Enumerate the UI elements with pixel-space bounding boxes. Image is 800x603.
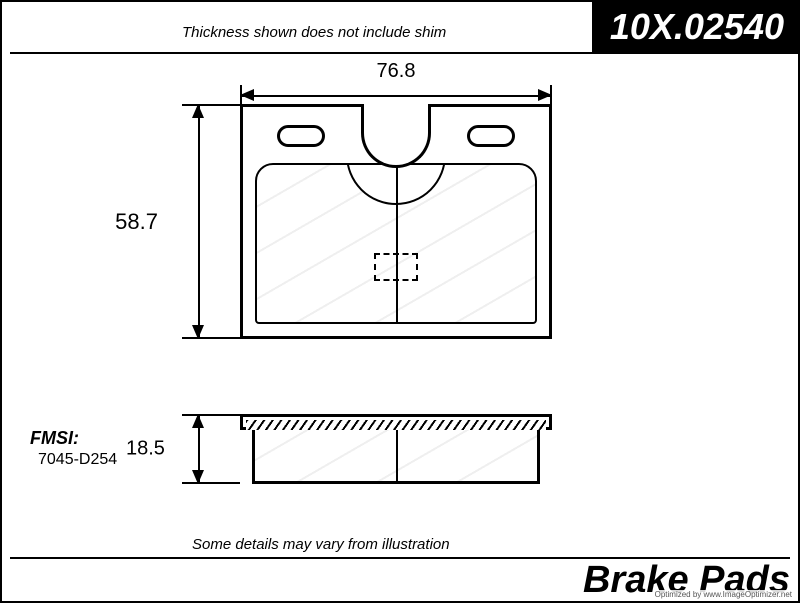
side-center-split	[396, 430, 398, 484]
center-split	[396, 163, 398, 324]
plate-hatching	[246, 420, 546, 430]
optimizer-watermark: Optimized by www.ImageOptimizer.net	[653, 590, 794, 599]
fmsi-label: FMSI:	[30, 428, 117, 449]
header-rule	[10, 52, 790, 54]
thickness-note: Thickness shown does not include shim	[182, 24, 446, 41]
fmsi-code: 7045-D254	[30, 451, 117, 469]
brake-pad-side-view	[240, 414, 552, 484]
disclaimer-note: Some details may vary from illustration	[192, 536, 450, 553]
fmsi-block: FMSI: 7045-D254	[30, 428, 117, 469]
mounting-slot-left	[277, 125, 325, 147]
brake-pad-spec-sheet: Thickness shown does not include shim 10…	[0, 0, 800, 603]
mounting-slot-right	[467, 125, 515, 147]
backing-plate	[240, 414, 552, 430]
height-value: 58.7	[58, 209, 158, 235]
sensor-location	[374, 253, 418, 281]
thickness-value: 18.5	[126, 438, 165, 461]
dimension-width: 76.8	[240, 60, 552, 105]
width-bar	[240, 85, 552, 105]
part-number: 10X.02540	[592, 2, 798, 54]
width-value: 76.8	[240, 60, 552, 83]
brake-pad-front-view	[240, 104, 552, 339]
top-notch	[361, 104, 431, 168]
